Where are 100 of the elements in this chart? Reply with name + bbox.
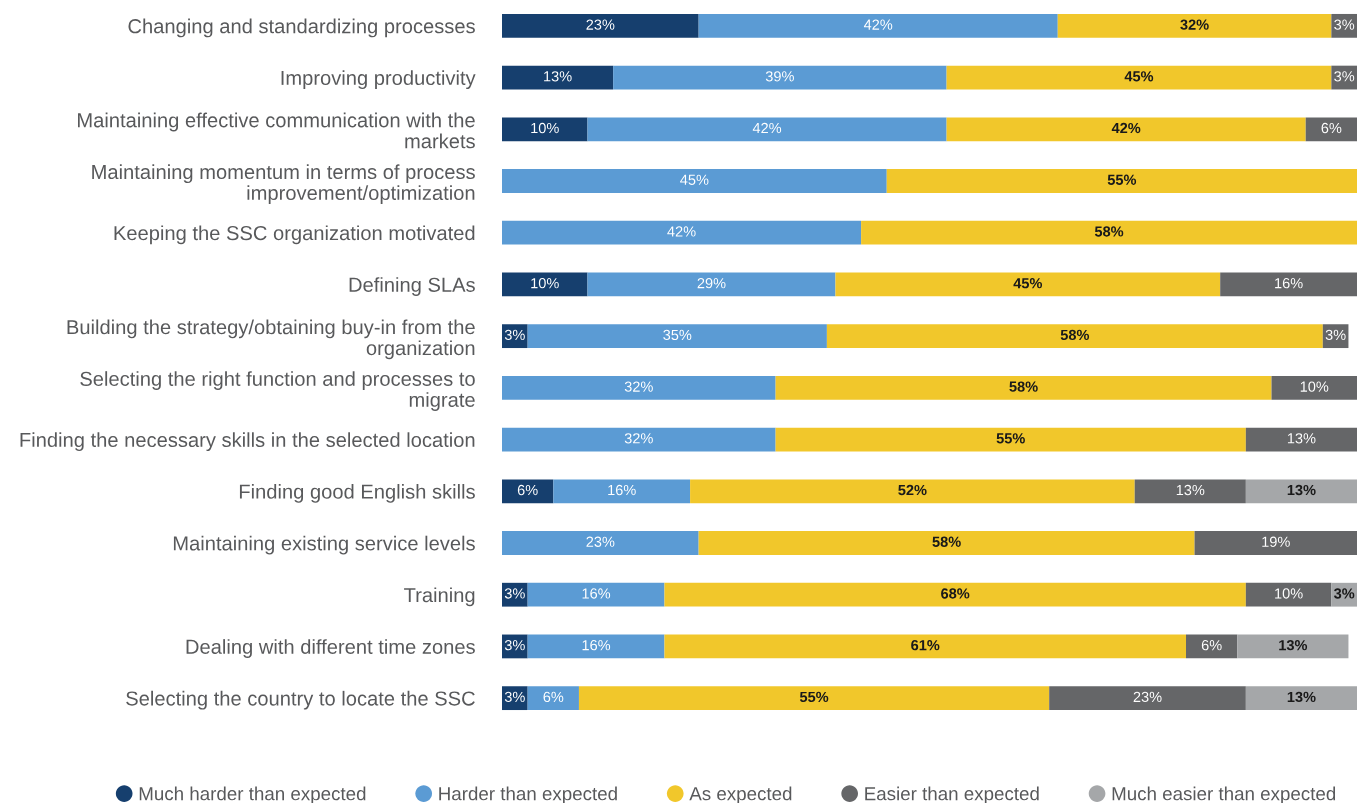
bar bbox=[527, 324, 827, 349]
data-label: 45% bbox=[680, 174, 709, 185]
data-label: 13% bbox=[1279, 640, 1308, 651]
data-label: 58% bbox=[1094, 226, 1124, 237]
bar bbox=[664, 634, 1186, 659]
bar bbox=[578, 686, 1050, 711]
data-label: 32% bbox=[624, 433, 653, 444]
data-label: 23% bbox=[1133, 691, 1162, 703]
data-label: 10% bbox=[1300, 381, 1329, 392]
bar bbox=[775, 375, 1272, 400]
data-label: 58% bbox=[932, 536, 961, 547]
y-tick-label: Defining SLAs bbox=[349, 277, 475, 296]
bar bbox=[861, 220, 1357, 245]
data-label: 45% bbox=[1013, 278, 1043, 289]
data-label: 3% bbox=[504, 691, 525, 703]
bar bbox=[1271, 375, 1357, 400]
data-label: 19% bbox=[1262, 536, 1290, 547]
y-tick-label: Selecting the country to locate the SSC bbox=[126, 690, 475, 710]
bar bbox=[1049, 686, 1246, 711]
data-label: 6% bbox=[1201, 640, 1222, 651]
data-label: 42% bbox=[752, 122, 782, 134]
bar bbox=[553, 479, 691, 504]
bar bbox=[502, 531, 699, 555]
bar bbox=[1245, 582, 1332, 607]
data-label: 58% bbox=[1060, 329, 1090, 341]
data-label: 45% bbox=[1124, 71, 1154, 82]
bar bbox=[1057, 13, 1332, 38]
bar bbox=[613, 65, 947, 90]
data-label: 42% bbox=[667, 226, 696, 237]
y-tick-label: Maintaining existing service levels bbox=[173, 535, 475, 555]
bar bbox=[698, 13, 1058, 38]
data-label: 3% bbox=[504, 588, 525, 599]
bar bbox=[664, 582, 1246, 607]
y-tick-label: Finding good English skills bbox=[239, 483, 475, 503]
data-label: 3% bbox=[1333, 588, 1355, 599]
bar bbox=[502, 272, 588, 297]
data-label: 10% bbox=[531, 122, 559, 134]
data-label: 58% bbox=[1009, 381, 1038, 392]
bar bbox=[1245, 479, 1357, 504]
bar bbox=[587, 117, 947, 142]
data-label: 13% bbox=[1287, 691, 1316, 703]
data-label: 23% bbox=[586, 19, 615, 30]
data-label: 3% bbox=[1325, 329, 1346, 341]
data-label: 3% bbox=[1334, 71, 1355, 82]
bar bbox=[1134, 479, 1246, 504]
y-tick-label: Training bbox=[404, 587, 475, 607]
bar bbox=[1245, 686, 1357, 711]
bar bbox=[502, 169, 887, 193]
data-label: 16% bbox=[582, 588, 611, 599]
bar bbox=[502, 117, 588, 142]
data-label: 23% bbox=[586, 536, 615, 547]
bar bbox=[826, 324, 1323, 349]
bar bbox=[1194, 531, 1357, 555]
bar bbox=[775, 427, 1246, 452]
bar bbox=[502, 220, 862, 245]
y-tick-label: Maintaining effective communication with the markets bbox=[78, 112, 475, 149]
data-label: 35% bbox=[663, 329, 692, 341]
data-label: 13% bbox=[1287, 484, 1316, 496]
bar bbox=[527, 686, 579, 711]
bar bbox=[1331, 13, 1357, 38]
data-label: 3% bbox=[1334, 19, 1355, 30]
data-label: 42% bbox=[863, 19, 893, 30]
y-tick-label: Keeping the SSC organization motivated bbox=[114, 225, 475, 245]
data-label: 29% bbox=[697, 278, 726, 289]
bar bbox=[502, 479, 554, 504]
bar bbox=[502, 13, 699, 38]
bar bbox=[1186, 634, 1238, 659]
bar bbox=[502, 324, 528, 349]
bar bbox=[502, 686, 528, 711]
data-label: 10% bbox=[531, 278, 559, 289]
y-tick-label: Finding the necessary skills in the selected location bbox=[20, 432, 475, 452]
data-label: 68% bbox=[941, 588, 970, 599]
bar bbox=[698, 531, 1195, 555]
bar bbox=[1305, 117, 1357, 142]
data-label: 39% bbox=[765, 71, 794, 82]
data-label: 13% bbox=[1287, 433, 1316, 444]
y-tick-label: Improving productivity bbox=[281, 70, 476, 90]
data-label: 16% bbox=[608, 484, 636, 496]
data-label: 55% bbox=[996, 433, 1025, 444]
bar bbox=[690, 479, 1135, 504]
data-label: 13% bbox=[1176, 484, 1205, 496]
data-label: 10% bbox=[1275, 588, 1303, 599]
bar bbox=[527, 582, 665, 607]
bar bbox=[946, 117, 1306, 142]
bar bbox=[527, 634, 665, 659]
y-tick-label: Dealing with different time zones bbox=[186, 639, 475, 658]
data-label: 3% bbox=[504, 329, 525, 341]
bar bbox=[502, 582, 528, 607]
data-label: 55% bbox=[799, 691, 829, 703]
bar bbox=[1245, 427, 1357, 452]
data-label: 32% bbox=[624, 381, 653, 392]
y-tick-label: Selecting the right function and processes to migrate bbox=[80, 371, 475, 411]
data-label: 61% bbox=[911, 640, 940, 651]
bar bbox=[587, 272, 836, 297]
bar bbox=[1220, 272, 1357, 297]
bar bbox=[946, 65, 1332, 90]
y-tick-label: Changing and standardizing processes bbox=[128, 18, 475, 38]
bar bbox=[886, 169, 1357, 193]
data-label: 16% bbox=[582, 640, 611, 651]
data-label: 42% bbox=[1111, 122, 1141, 134]
